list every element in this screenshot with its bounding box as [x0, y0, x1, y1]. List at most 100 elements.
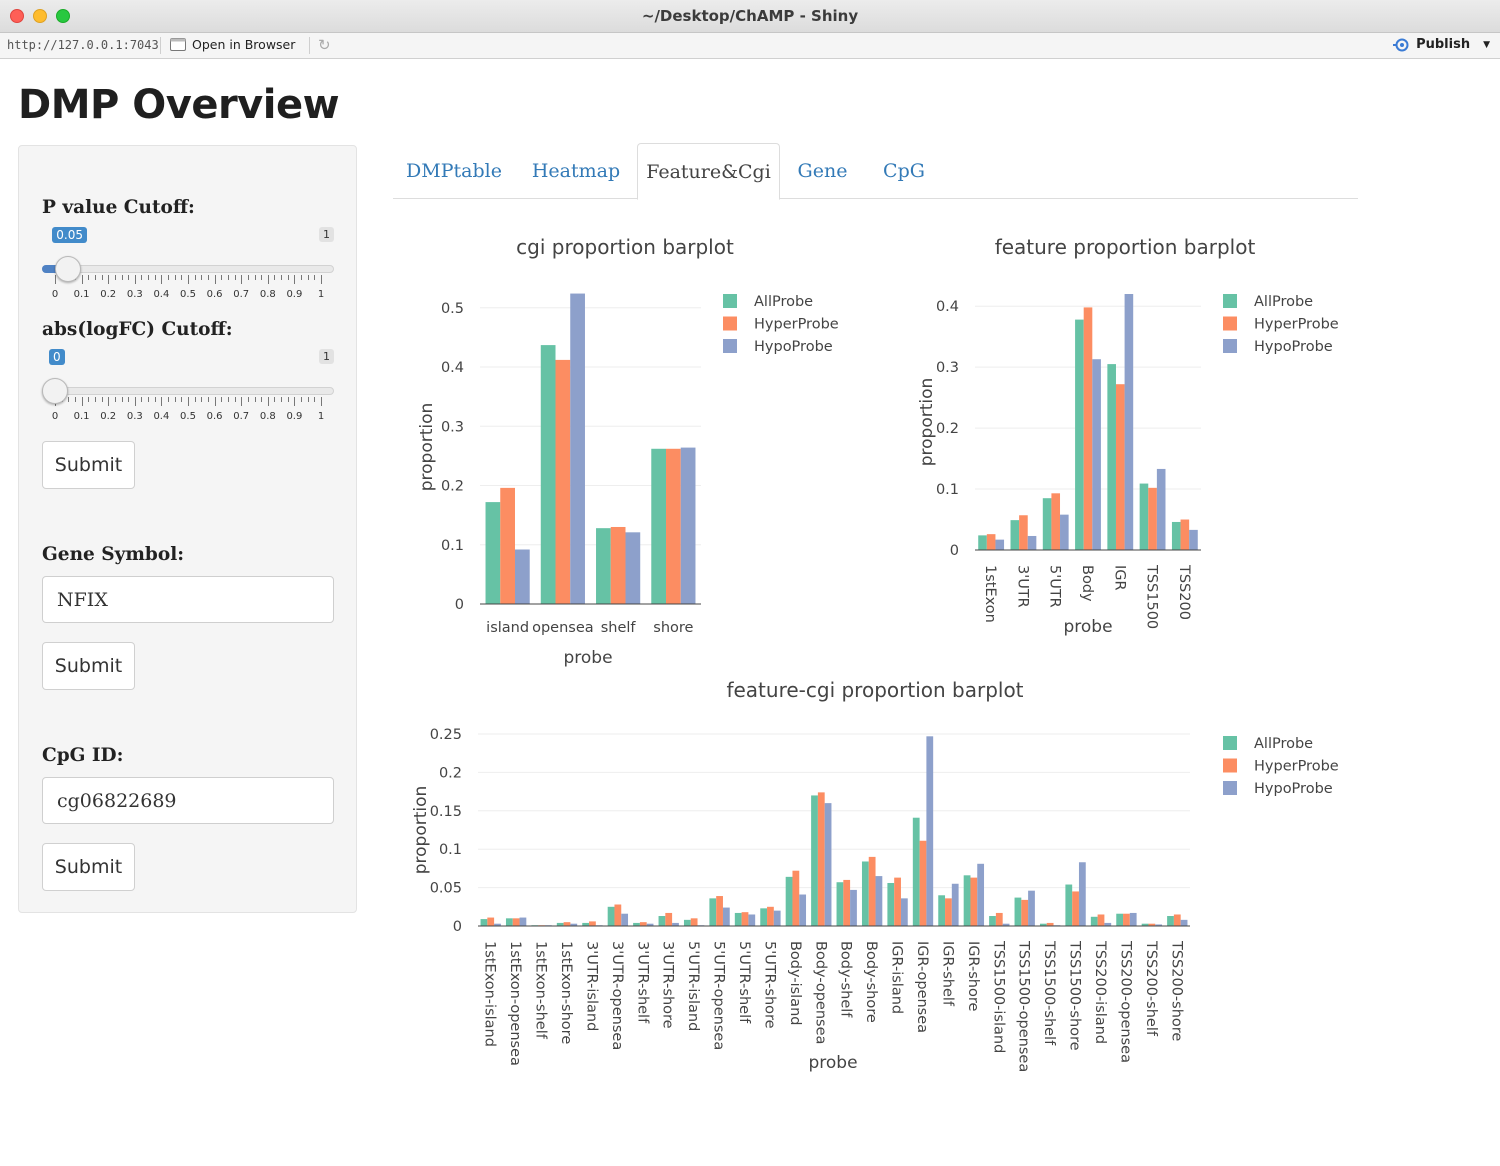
x-tick-label: 1stExon-island — [482, 941, 498, 1047]
slider-minor-tick — [128, 275, 130, 280]
bar-hypoprobe — [625, 532, 641, 604]
gene-submit-button[interactable]: Submit — [42, 642, 135, 690]
y-axis-title: proportion — [417, 403, 437, 492]
slider-major-tick — [108, 397, 110, 406]
bar-hypoprobe — [621, 913, 629, 926]
cgi-proportion-barplot: cgi proportion barplot 0 0.1 0.2 0.3 0.4 0.5 is… — [417, 235, 839, 668]
bar-allprobe — [1107, 364, 1116, 550]
tab-feature-cgi[interactable]: Feature&Cgi — [637, 143, 780, 200]
x-tick-label: IGR — [1111, 565, 1127, 591]
slider-handle[interactable] — [42, 378, 68, 404]
slider-minor-tick — [168, 397, 170, 402]
bar-allprobe — [596, 528, 611, 604]
bar-hypoprobe — [1002, 923, 1010, 926]
slider-value-bubble: 0.05 — [52, 227, 88, 243]
slider-handle[interactable] — [55, 256, 82, 282]
bar-allprobe — [811, 795, 818, 926]
bar-allprobe — [760, 908, 768, 926]
legend-swatch — [723, 294, 737, 308]
browser-window-icon — [170, 38, 186, 51]
slider-tick-label: 0.4 — [153, 289, 170, 300]
slider-tick-label: 0.2 — [100, 411, 117, 422]
slider-minor-tick — [301, 397, 303, 402]
x-tick-label: IGR-island — [889, 941, 905, 1014]
bar-hyperprobe — [555, 359, 571, 604]
bar-hypoprobe — [875, 876, 883, 926]
pvalue-cutoff-label: P value Cutoff: — [42, 197, 195, 218]
bar-hyperprobe — [945, 898, 952, 926]
y-tick-label: 0.15 — [430, 804, 462, 820]
bar-hypoprobe — [900, 898, 908, 926]
y-axis-title: proportion — [917, 378, 937, 467]
bar-hyperprobe — [1148, 487, 1157, 550]
slider-minor-tick — [121, 397, 123, 402]
tab-heatmap[interactable]: Heatmap — [531, 160, 621, 182]
slider-major-tick — [188, 275, 189, 284]
x-tick-label: shelf — [601, 620, 637, 636]
slider-major-tick — [294, 275, 296, 284]
bar-hyperprobe — [767, 906, 774, 926]
gene-symbol-input[interactable] — [42, 576, 334, 623]
cpg-submit-button[interactable]: Submit — [42, 843, 135, 891]
zoom-window-button[interactable] — [56, 9, 70, 23]
bar-hypoprobe — [926, 736, 934, 926]
chevron-down-icon[interactable]: ▼ — [1483, 39, 1490, 50]
bar-hypoprobe — [1124, 294, 1134, 550]
y-axis-title: proportion — [411, 786, 431, 875]
slider-track[interactable] — [42, 265, 334, 273]
tab-dmptable[interactable]: DMPtable — [406, 160, 502, 182]
bar-allprobe — [734, 912, 742, 926]
slider-tick-label: 0.9 — [286, 289, 303, 300]
slider-minor-tick — [227, 397, 229, 402]
y-tick-label: 0.25 — [430, 727, 462, 743]
slider-minor-tick — [221, 275, 223, 280]
bar-hyperprobe — [690, 918, 698, 926]
bar-hyperprobe — [843, 879, 851, 926]
logfc-slider[interactable]: 0 1 0 0.1 0.2 0.3 0.4 0.5 0.6 0.7 0.8 0.9 1 — [42, 349, 334, 422]
slider-minor-tick — [174, 397, 176, 402]
bar-hypoprobe — [514, 549, 530, 604]
page-title: DMP Overview — [18, 82, 340, 128]
slider-tick-label: 0.3 — [126, 411, 143, 422]
bar-allprobe — [683, 919, 691, 926]
slider-minor-tick — [88, 397, 90, 402]
bar-hypoprobe — [1027, 535, 1037, 550]
minimize-window-button[interactable] — [33, 9, 47, 23]
tab-cpg[interactable]: CpG — [883, 160, 925, 182]
bar-allprobe — [861, 861, 869, 926]
legend-label: AllProbe — [1254, 294, 1313, 310]
bar-hypoprobe — [722, 907, 730, 926]
slider-major-tick — [81, 397, 83, 406]
toolbar-divider — [160, 37, 161, 54]
slider-minor-tick — [207, 275, 209, 280]
refresh-icon[interactable]: ↻ — [318, 37, 331, 54]
tab-gene[interactable]: Gene — [797, 160, 848, 182]
y-tick-label: 0.4 — [936, 299, 959, 315]
publish-button[interactable]: Publish ▼ — [1393, 37, 1490, 52]
slider-major-tick — [321, 275, 322, 284]
y-tick-label: 0.2 — [439, 765, 462, 781]
bar-allprobe — [963, 875, 971, 926]
x-tick-label: 5'UTR-island — [685, 941, 701, 1031]
bar-allprobe — [1014, 897, 1022, 926]
y-tick-label: 0.4 — [441, 360, 464, 376]
slider-minor-tick — [287, 397, 289, 402]
x-tick-label: TSS200-shore — [1168, 940, 1184, 1041]
bar-allprobe — [978, 535, 987, 550]
pvalue-slider[interactable]: 0.05 1 0 0.1 0.2 0.3 0.4 0.5 0.6 0.7 0.8 0.9 1 — [42, 227, 334, 300]
cpg-id-input[interactable] — [42, 777, 334, 824]
slider-minor-tick — [141, 397, 143, 402]
bar-hyperprobe — [995, 912, 1003, 926]
slider-minor-tick — [281, 275, 283, 280]
open-in-browser-button[interactable]: Open in Browser — [170, 37, 295, 52]
bar-hypoprobe — [995, 539, 1005, 550]
slider-tick-label: 0.8 — [259, 411, 276, 422]
x-tick-label: 5'UTR-opensea — [711, 941, 727, 1050]
y-tick-label: 0.5 — [441, 301, 464, 317]
bar-allprobe — [658, 916, 666, 926]
close-window-button[interactable] — [10, 9, 24, 23]
slider-minor-tick — [148, 397, 150, 402]
cutoff-submit-button[interactable]: Submit — [42, 441, 135, 489]
bar-hyperprobe — [665, 912, 673, 926]
slider-track[interactable] — [42, 387, 334, 395]
